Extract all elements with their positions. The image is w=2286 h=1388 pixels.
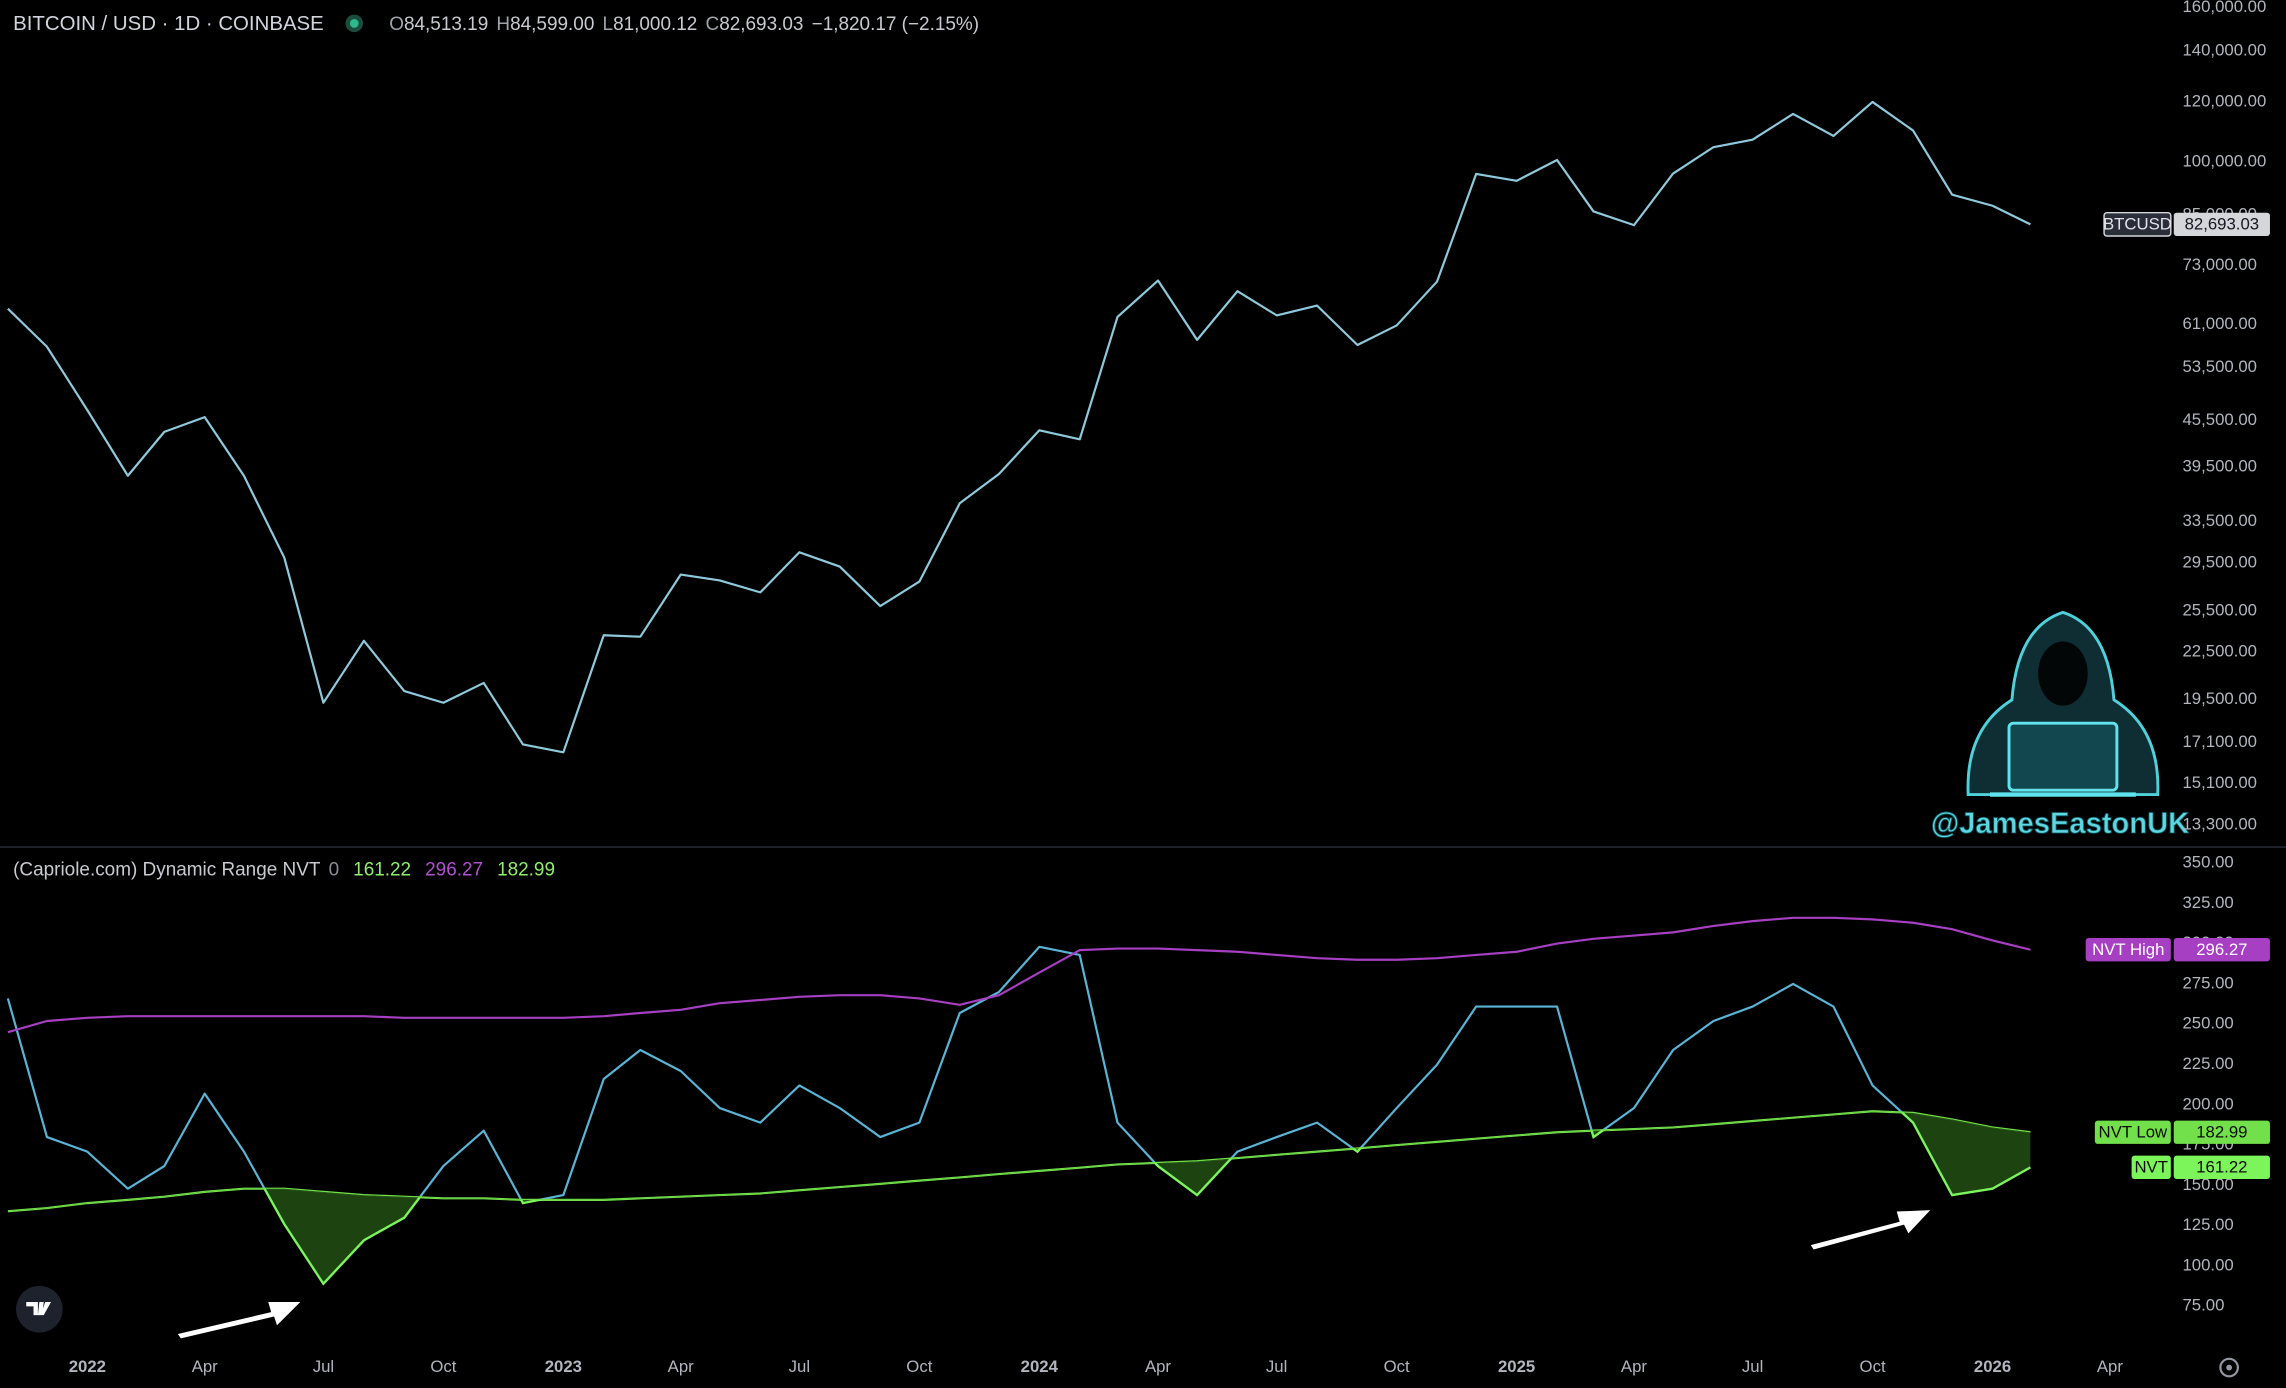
symbol-title: BITCOIN / USD · 1D · COINBASE	[13, 13, 324, 35]
y-tick-label: 100,000.00	[2182, 151, 2266, 170]
price-label-value-bg	[2173, 937, 2270, 962]
series-line	[7, 100, 2031, 754]
x-tick-label: Oct	[1384, 1357, 1410, 1376]
ohlc: O84,513.19 H84,599.00 L81,000.12 C82,693…	[389, 14, 979, 35]
x-tick-label: Jul	[313, 1357, 334, 1376]
below-low-line	[7, 1111, 2031, 1286]
x-tick-label: Jul	[1266, 1357, 1287, 1376]
avatar-face	[2038, 641, 2088, 706]
settings-icon-center	[2226, 1364, 2233, 1371]
y-tick-label: 13,300.00	[2182, 815, 2257, 834]
y-tick-label: 225.00	[2182, 1054, 2233, 1073]
x-tick-label: 2026	[1974, 1357, 2011, 1376]
price-label-value: 161.22	[2196, 1158, 2247, 1177]
x-tick-label: 2024	[1021, 1357, 1059, 1376]
y-tick-label: 25,500.00	[2182, 601, 2257, 620]
y-tick-label: 39,500.00	[2182, 457, 2257, 476]
y-tick-label: 125.00	[2182, 1215, 2233, 1234]
ohlc-key: H	[496, 14, 510, 35]
y-tick-label: 350.00	[2182, 852, 2233, 871]
y-tick-label: 53,500.00	[2182, 357, 2257, 376]
y-tick-label: 75.00	[2182, 1296, 2224, 1315]
price-label-value-bg	[2173, 1155, 2270, 1180]
avatar-laptop	[2007, 721, 2119, 792]
ohlc-key: L	[603, 14, 614, 35]
y-tick-label: 200.00	[2182, 1094, 2233, 1113]
y-tick-label: 45,500.00	[2182, 410, 2257, 429]
price-label-name-bg	[2131, 1155, 2171, 1180]
y-tick-label: 15,100.00	[2182, 773, 2257, 792]
price-label-name: BTCUSD	[2103, 215, 2172, 234]
x-tick-label: Oct	[1860, 1357, 1886, 1376]
legend-nvt-value: 161.22	[353, 859, 411, 880]
price-label-value: 296.27	[2196, 940, 2247, 959]
arrow	[1810, 1210, 1931, 1250]
y-tick-label: 73,000.00	[2182, 255, 2257, 274]
y-tick-label: 140,000.00	[2182, 41, 2266, 60]
avatar	[1966, 610, 2160, 797]
y-tick-label: 275.00	[2182, 973, 2233, 992]
y-tick-label: 250.00	[2182, 1014, 2233, 1033]
x-tick-label: Apr	[192, 1357, 218, 1376]
price-label-value-bg	[2173, 1120, 2270, 1144]
settings-icon[interactable]	[2219, 1357, 2239, 1378]
y-tick-label: 325.00	[2182, 893, 2233, 912]
x-tick-label: 2023	[545, 1357, 582, 1376]
y-tick-label: 120,000.00	[2182, 91, 2266, 110]
x-tick-label: Jul	[789, 1357, 810, 1376]
y-tick-label: 29,500.00	[2182, 553, 2257, 572]
ohlc-value: 84,513.19	[404, 14, 488, 35]
price-label-name: NVT Low	[2099, 1122, 2168, 1141]
ohlc-key: C	[706, 14, 720, 35]
x-tick-label: Apr	[2097, 1357, 2123, 1376]
y-tick-label: 100.00	[2182, 1255, 2233, 1274]
y-tick-label: 22,500.00	[2182, 642, 2257, 661]
price-label-value-bg	[2173, 212, 2270, 237]
x-tick-label: 2022	[69, 1357, 106, 1376]
price-label-name-bg	[2085, 937, 2171, 962]
indicator-legend: (Capriole.com) Dynamic Range NVT 0 161.2…	[13, 859, 555, 880]
series-line	[7, 916, 2031, 1034]
x-tick-label: Apr	[1145, 1357, 1171, 1376]
y-tick-label: 17,100.00	[2182, 732, 2257, 751]
price-label-name-bg	[2103, 211, 2172, 237]
series-line	[7, 1110, 2031, 1213]
x-tick-label: Oct	[906, 1357, 932, 1376]
price-label-name: NVT High	[2092, 940, 2164, 959]
y-tick-label: 150.00	[2182, 1175, 2233, 1194]
price-label-value: 82,693.03	[2185, 215, 2260, 234]
legend-nvt-low-value: 182.99	[497, 859, 555, 880]
x-tick-label: Oct	[430, 1357, 456, 1376]
ohlc-value: 81,000.12	[613, 14, 697, 35]
ohlc-value: 84,599.00	[510, 14, 594, 35]
live-dot	[349, 18, 359, 28]
x-tick-label: Apr	[668, 1357, 694, 1376]
x-tick-label: Apr	[1621, 1357, 1647, 1376]
logo-mark	[26, 1301, 52, 1316]
price-label-name: NVT	[2134, 1158, 2168, 1177]
x-tick-label: Jul	[1742, 1357, 1763, 1376]
x-tick-label: 2025	[1498, 1357, 1535, 1376]
y-tick-label: 61,000.00	[2182, 314, 2257, 333]
arrow	[177, 1301, 301, 1339]
price-label-value: 182.99	[2196, 1122, 2247, 1141]
ohlc-value: 82,693.03	[719, 14, 803, 35]
legend-nvt-high-value: 296.27	[425, 859, 483, 880]
y-tick-label: 33,500.00	[2182, 511, 2257, 530]
price-label-name-bg	[2094, 1120, 2171, 1144]
ohlc-key: O	[389, 14, 404, 35]
watermark: @JamesEastonUK	[1931, 808, 2189, 840]
indicator-title: (Capriole.com) Dynamic Range NVT	[13, 859, 321, 880]
ohlc-change: −1,820.17 (−2.15%)	[812, 14, 979, 35]
indicator-param: 0	[329, 859, 340, 880]
y-tick-label: 19,500.00	[2182, 689, 2257, 708]
y-tick-label: 160,000.00	[2182, 0, 2266, 16]
